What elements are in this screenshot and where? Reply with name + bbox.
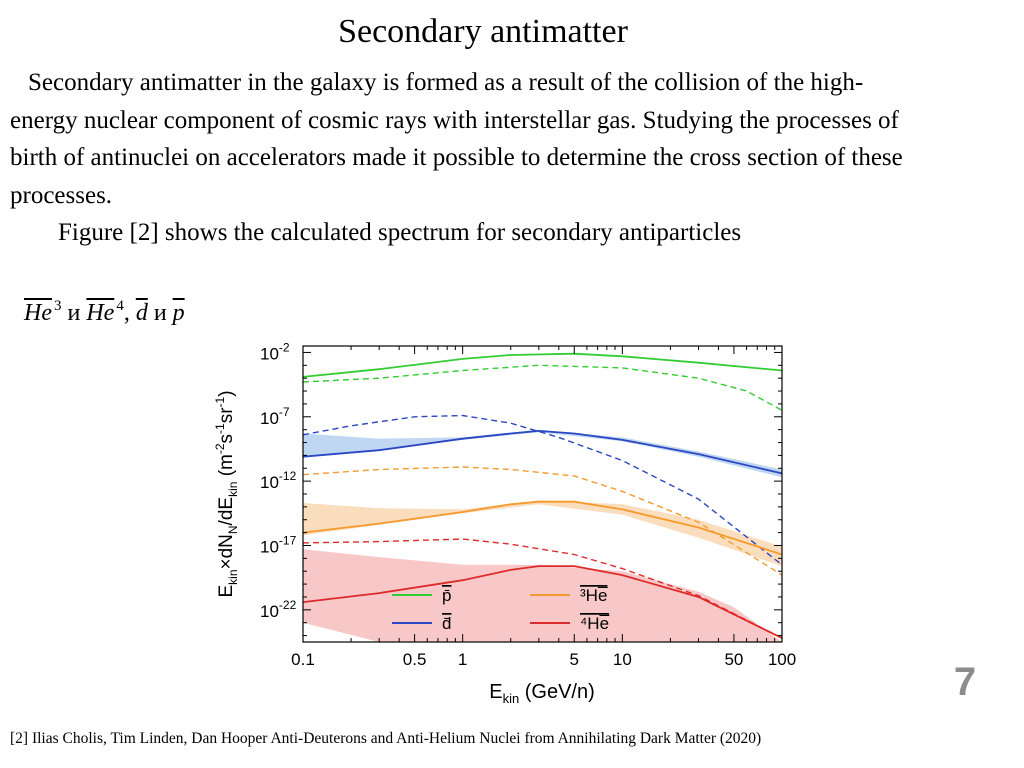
x-tick-label: 1 bbox=[458, 650, 467, 669]
series-4-solid-line bbox=[302, 565, 783, 639]
figure-reference-paragraph: Figure [2] shows the calculated spectrum… bbox=[58, 219, 742, 247]
series-3-solid-line bbox=[302, 500, 783, 556]
slide-title: Secondary antimatter bbox=[338, 13, 628, 50]
slide-number: 7 bbox=[953, 660, 977, 704]
legend-item-1-label: p̄ bbox=[442, 586, 451, 605]
series-1-dashed-line bbox=[302, 364, 783, 411]
series-4-dashed-line bbox=[302, 538, 783, 639]
legend-item-2-label: d̄ bbox=[442, 614, 451, 633]
y-tick-label: 10-22 bbox=[260, 598, 297, 621]
y-tick-label: 10-12 bbox=[260, 469, 297, 492]
legend-item-4-label: ⁴He̅ bbox=[580, 614, 609, 633]
separator: , bbox=[123, 300, 130, 326]
spectrum-lines bbox=[302, 352, 783, 639]
series-3-dashed-line bbox=[302, 466, 783, 576]
x-tick-label: 0.1 bbox=[291, 650, 315, 669]
helium-3-mass-number: 3 bbox=[53, 298, 62, 314]
x-tick-label: 5 bbox=[570, 650, 579, 669]
intro-paragraph: Secondary antimatter in the galaxy is fo… bbox=[10, 69, 903, 209]
series-2-band bbox=[303, 429, 782, 478]
series-1-solid-line bbox=[302, 352, 783, 378]
conjunction: и bbox=[153, 300, 167, 326]
uncertainty-bands bbox=[303, 429, 782, 642]
y-tick-label: 10-17 bbox=[260, 533, 297, 556]
x-tick-label: 100 bbox=[768, 650, 796, 669]
conjunction: и bbox=[67, 300, 81, 326]
x-tick-label: 0.5 bbox=[403, 650, 427, 669]
y-tick-label: 10-2 bbox=[260, 340, 290, 363]
antiproton-symbol: p bbox=[172, 300, 185, 326]
axis-ticks: 0.1 0.5 1 5 10 50 100 10-2 10-7 10-12 10-17 10-22 bbox=[260, 340, 796, 669]
x-axis-label: Ekin (GeV/n) bbox=[489, 681, 595, 706]
antideuteron-symbol: d bbox=[135, 300, 148, 326]
helium-4-mass-number: 4 bbox=[116, 298, 124, 314]
legend-item-3-label: ³He̅ bbox=[580, 586, 608, 605]
y-axis-label: Ekin×dNN/dEkin (m-2s-1sr-1) bbox=[213, 390, 240, 597]
series-2-solid-line bbox=[302, 429, 783, 475]
x-tick-label: 10 bbox=[613, 650, 632, 669]
series-2-dashed-line bbox=[302, 414, 783, 566]
y-tick-label: 10-7 bbox=[260, 405, 290, 428]
series-3-band bbox=[303, 500, 782, 567]
antiparticle-list: He 3 и He 4, d и p bbox=[24, 298, 185, 327]
legend: p̄ d̄ ³He̅ ⁴He̅ bbox=[392, 586, 609, 633]
citation: [2] Ilias Cholis, Tim Linden, Dan Hooper… bbox=[10, 730, 762, 747]
antihelium-symbol: He bbox=[24, 300, 52, 326]
intro-text: Secondary antimatter in the galaxy is fo… bbox=[10, 64, 930, 252]
x-tick-label: 50 bbox=[724, 650, 743, 669]
antihelium-symbol: He bbox=[86, 300, 115, 326]
